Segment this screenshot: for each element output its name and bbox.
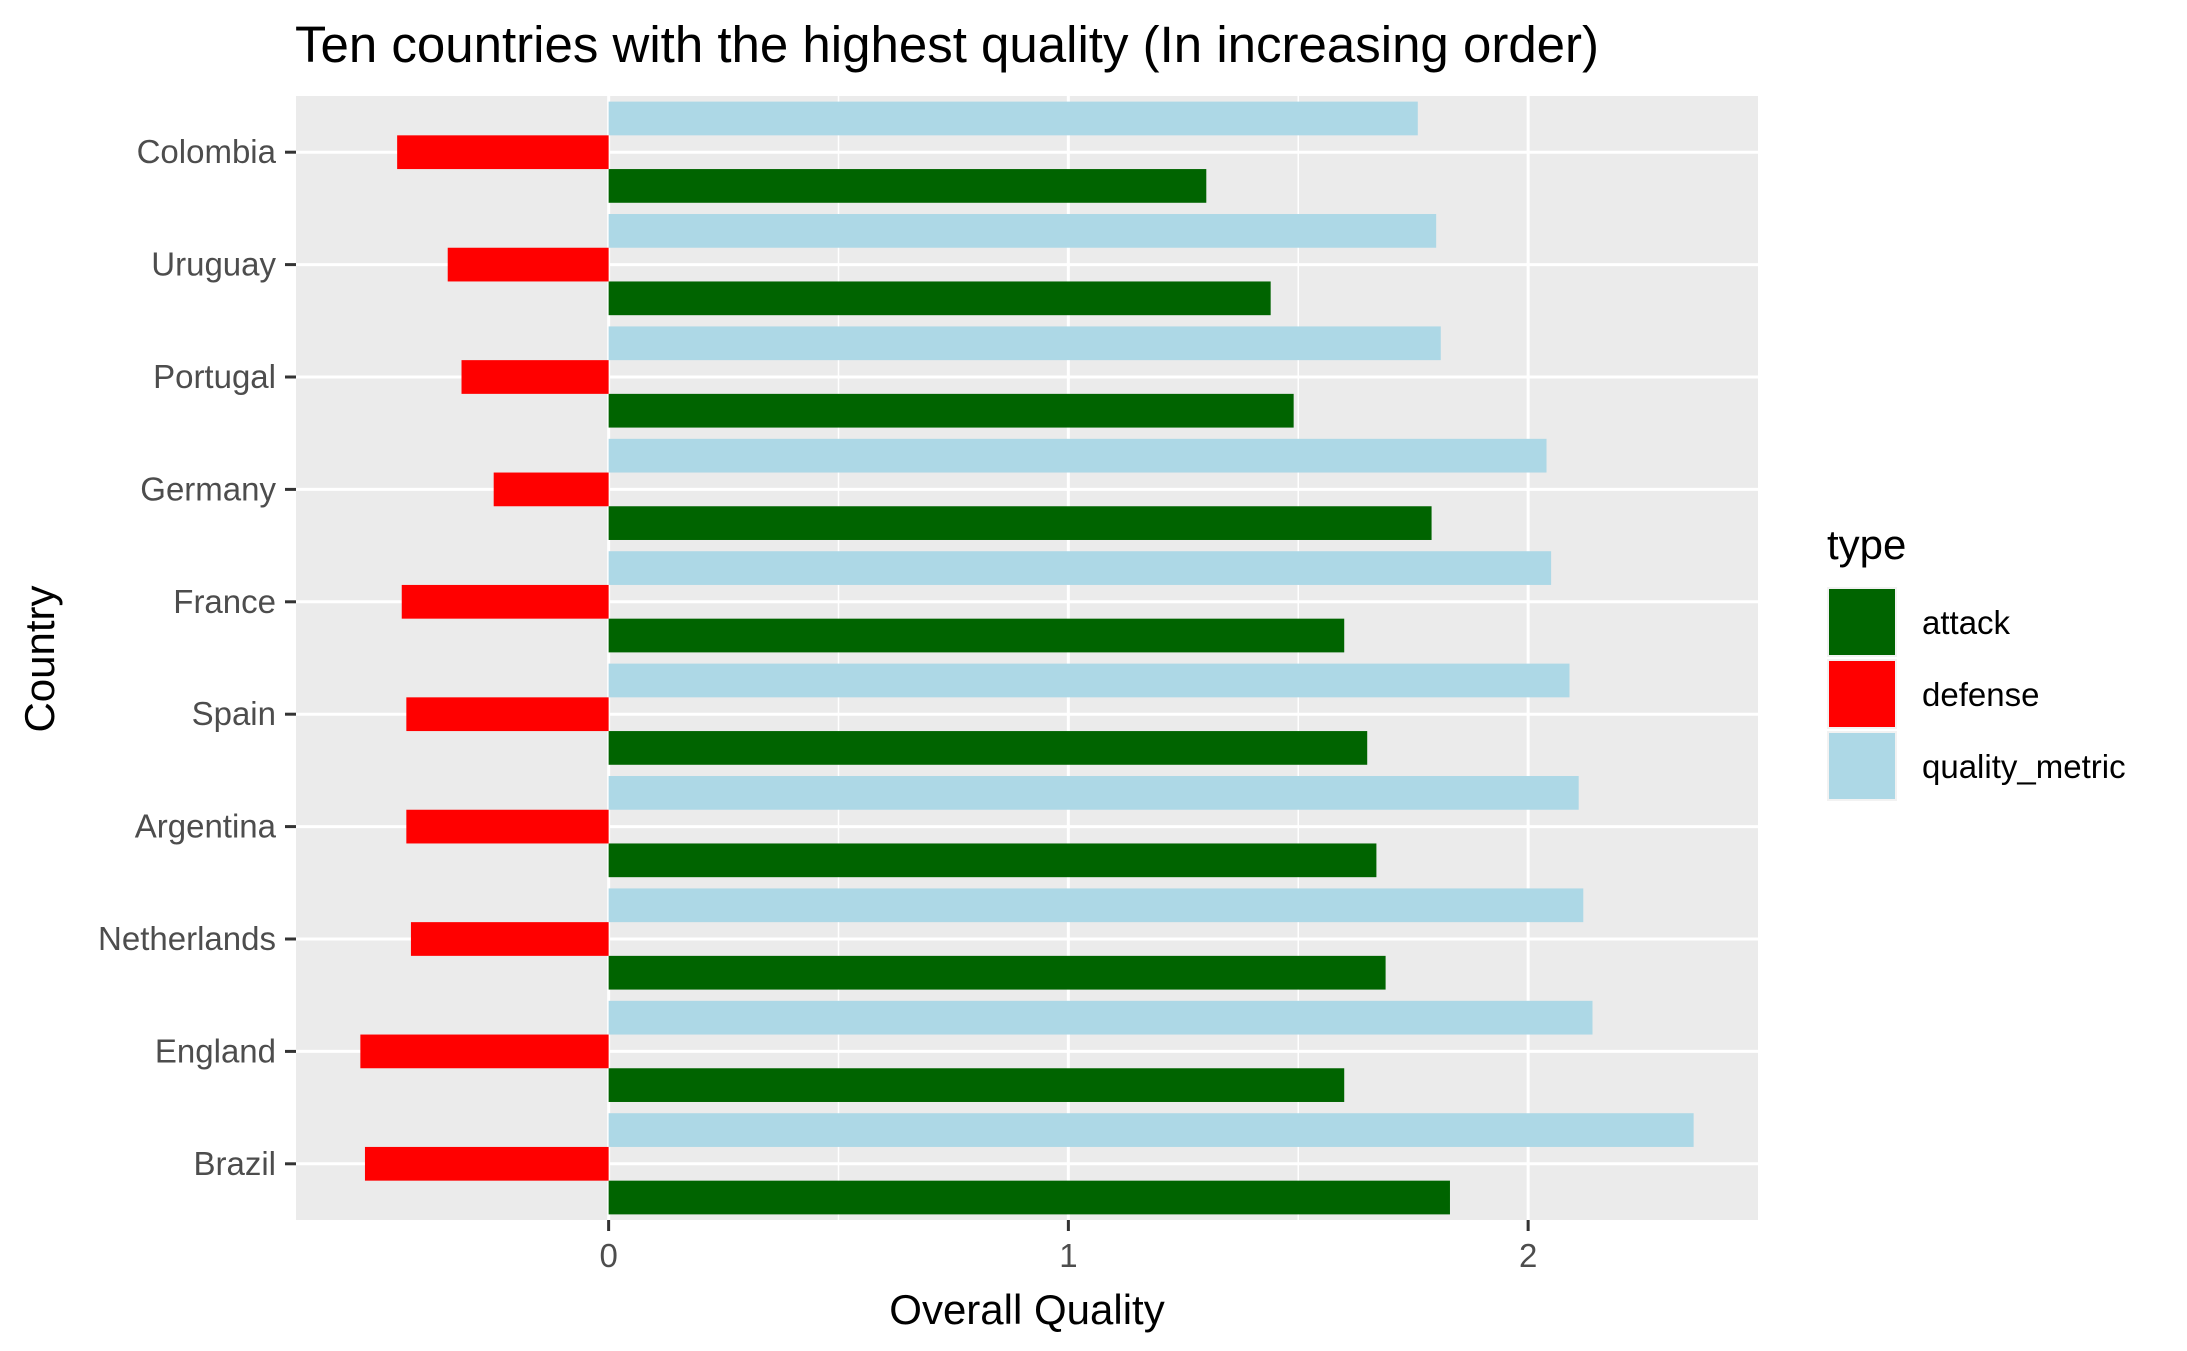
bar-defense-england (360, 1034, 609, 1069)
bar-quality_metric-brazil (608, 1113, 1694, 1147)
bar-attack-argentina (608, 843, 1377, 878)
bar-quality_metric-france (608, 551, 1552, 585)
bar-quality_metric-argentina (608, 776, 1579, 810)
bar-quality_metric-colombia (608, 101, 1418, 136)
x-axis-title: Overall Quality (889, 1286, 1164, 1333)
bar-attack-netherlands (608, 955, 1386, 990)
legend-key-attack (1829, 589, 1895, 655)
legend-title: type (1827, 521, 1906, 568)
legend-label-quality_metric: quality_metric (1922, 748, 2126, 785)
x-tick-label: 2 (1519, 1237, 1537, 1274)
bar-defense-spain (406, 697, 609, 732)
legend: type attack defense quality_metric (1827, 521, 2126, 801)
bar-defense-argentina (406, 809, 609, 844)
y-tick-label: Germany (140, 470, 276, 507)
bar-quality_metric-germany (608, 438, 1547, 473)
bar-defense-brazil (364, 1146, 609, 1181)
y-tick-label: Argentina (135, 808, 277, 845)
chart-title: Ten countries with the highest quality (… (295, 16, 1599, 73)
bar-attack-spain (608, 731, 1368, 765)
y-tick-label: Colombia (137, 133, 277, 170)
legend-label-attack: attack (1922, 604, 2011, 641)
y-axis: Colombia Uruguay Portugal Germany France Spai… (98, 133, 296, 1182)
bars (360, 101, 1694, 1215)
y-tick-label: Brazil (193, 1145, 276, 1182)
y-axis-title: Country (16, 585, 63, 732)
bar-quality_metric-uruguay (608, 214, 1437, 248)
x-tick-label: 1 (1059, 1237, 1077, 1274)
bar-defense-uruguay (447, 247, 609, 282)
bar-quality_metric-england (608, 1000, 1593, 1035)
bar-defense-netherlands (410, 922, 609, 956)
y-tick-label: Uruguay (151, 246, 276, 283)
bar-attack-france (608, 618, 1345, 653)
bar-quality_metric-portugal (608, 326, 1441, 361)
y-tick-label: England (155, 1032, 276, 1069)
legend-key-quality_metric (1829, 733, 1895, 799)
bar-defense-france (401, 584, 609, 619)
y-tick-label: Netherlands (98, 920, 276, 957)
x-axis: 0 1 2 (599, 1220, 1537, 1274)
bar-attack-germany (608, 506, 1432, 540)
bar-defense-portugal (461, 360, 609, 394)
legend-label-defense: defense (1922, 676, 2039, 713)
legend-key-defense (1829, 661, 1895, 727)
bar-attack-brazil (608, 1180, 1450, 1215)
bar-attack-colombia (608, 169, 1207, 203)
bar-quality_metric-netherlands (608, 888, 1584, 923)
bar-attack-uruguay (608, 281, 1271, 316)
x-tick-label: 0 (599, 1237, 617, 1274)
y-tick-label: Portugal (153, 358, 276, 395)
bar-defense-germany (493, 472, 609, 507)
bar-attack-portugal (608, 393, 1294, 428)
y-tick-label: France (173, 583, 276, 620)
bar-defense-colombia (397, 135, 609, 170)
y-tick-label: Spain (192, 695, 276, 732)
bar-quality_metric-spain (608, 663, 1570, 698)
bar-attack-england (608, 1068, 1345, 1102)
